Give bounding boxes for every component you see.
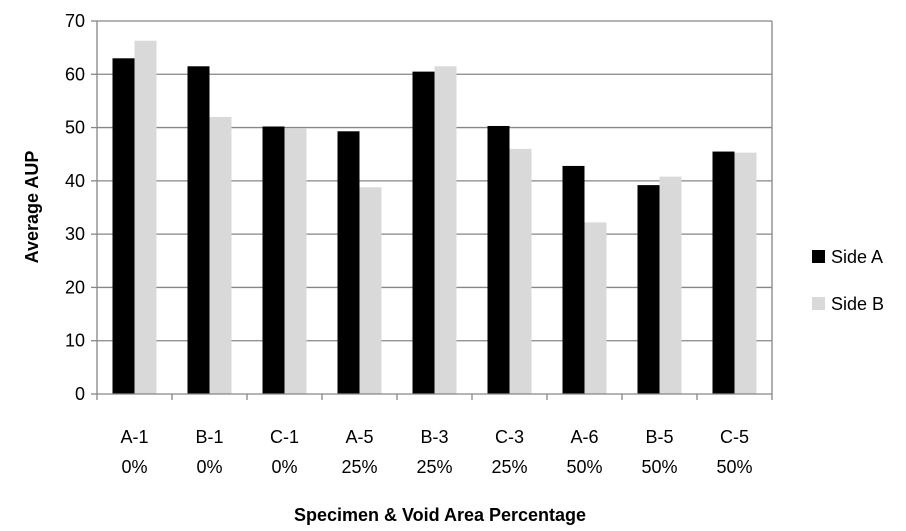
bar-side-b-3 [359, 187, 382, 394]
bars [112, 40, 757, 395]
x-tick-label: 0% [196, 457, 222, 477]
legend-swatch-side-b [812, 297, 825, 310]
bar-side-b-7 [659, 176, 682, 394]
bar-side-a-2 [262, 126, 285, 395]
y-tick-label: 60 [65, 64, 85, 84]
bar-side-a-7 [637, 185, 660, 394]
x-tick-label: 50% [566, 457, 602, 477]
x-tick-label: C-3 [495, 427, 524, 447]
y-tick-label: 40 [65, 171, 85, 191]
y-tick-label: 30 [65, 224, 85, 244]
bar-side-a-4 [412, 71, 435, 394]
x-tick-label: 50% [641, 457, 677, 477]
x-tick-label: B-1 [195, 427, 223, 447]
x-tick-label: 25% [416, 457, 452, 477]
bar-side-b-5 [509, 148, 532, 394]
x-tick-label: B-3 [420, 427, 448, 447]
bar-side-b-6 [584, 222, 607, 394]
legend: Side A Side B [812, 247, 884, 314]
y-tick-label: 20 [65, 277, 85, 297]
y-tick-label: 10 [65, 331, 85, 351]
bar-side-a-6 [562, 165, 585, 394]
y-axis-title: Average AUP [22, 151, 42, 264]
y-tick-label: 70 [65, 11, 85, 31]
x-axis-title: Specimen & Void Area Percentage [294, 505, 586, 525]
x-tick-label: 0% [271, 457, 297, 477]
bar-side-b-0 [134, 40, 157, 395]
y-tick-label: 0 [75, 384, 85, 404]
bar-side-a-3 [337, 131, 360, 394]
y-tick-label: 50 [65, 118, 85, 138]
bar-side-b-8 [734, 152, 757, 394]
x-tick-label: C-1 [270, 427, 299, 447]
x-tick-label: B-5 [645, 427, 673, 447]
x-tick-label: A-1 [120, 427, 148, 447]
x-tick-label: 50% [716, 457, 752, 477]
axes [91, 20, 773, 400]
bar-side-a-0 [112, 58, 135, 395]
legend-item-side-b: Side B [812, 294, 884, 314]
legend-label-side-a: Side A [831, 247, 883, 267]
tick-labels: 0 10 20 30 40 50 60 70 A-1 0% B-1 0% C-1 0% A-5 25% B-3 2… [65, 11, 753, 477]
x-tick-label: A-5 [345, 427, 373, 447]
x-tick-label: C-5 [720, 427, 749, 447]
bar-side-a-5 [487, 125, 510, 395]
legend-label-side-b: Side B [831, 294, 884, 314]
bar-side-a-1 [187, 66, 210, 395]
x-tick-label: 25% [341, 457, 377, 477]
x-tick-label: 0% [121, 457, 147, 477]
bar-side-a-8 [712, 151, 735, 394]
legend-swatch-side-a [812, 250, 825, 263]
x-tick-label: 25% [491, 457, 527, 477]
bar-side-b-2 [284, 128, 307, 394]
legend-item-side-a: Side A [812, 247, 883, 267]
x-tick-label: A-6 [570, 427, 598, 447]
bar-side-b-4 [434, 66, 457, 395]
bar-side-b-1 [209, 116, 232, 395]
